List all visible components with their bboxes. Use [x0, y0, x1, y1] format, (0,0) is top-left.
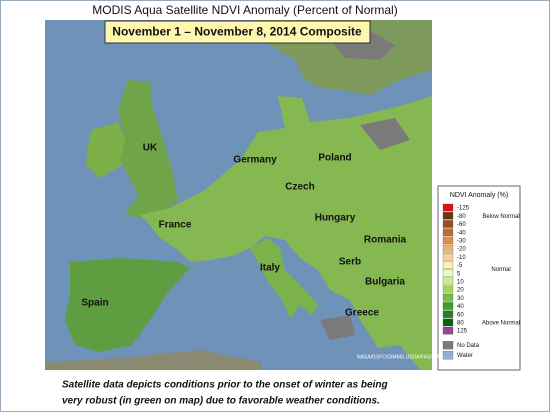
legend-swatch [442, 269, 454, 277]
legend-label: 80 [457, 320, 464, 326]
legend-title: NDVI Anomaly (%) [450, 192, 508, 199]
legend-label: -40 [457, 230, 466, 236]
great-britain [118, 80, 178, 218]
country-label: France [159, 220, 192, 231]
legend-label: -60 [457, 222, 466, 228]
legend-group: Normal [491, 267, 510, 273]
country-label: Greece [345, 308, 379, 319]
country-label: Bulgaria [365, 277, 405, 288]
legend-swatch [442, 261, 454, 269]
legend-swatch [442, 228, 454, 236]
legend-label: -125 [457, 206, 470, 212]
legend-swatch [442, 318, 454, 327]
legend-swatch [442, 236, 454, 245]
legend-label: Water [457, 353, 473, 359]
credit: NASA/GSFC/GIMMS USDA/FAS/IPAD [357, 354, 443, 360]
legend-swatch [442, 294, 454, 302]
continent [140, 96, 432, 370]
country-label: Italy [260, 263, 280, 274]
legend-swatch [442, 212, 454, 220]
caption-line: Satellite data depicts conditions prior … [62, 380, 388, 391]
legend-swatch [442, 277, 454, 286]
legend-label: 40 [457, 304, 464, 310]
legend-label: 30 [457, 296, 464, 302]
legend-swatch [442, 244, 454, 253]
country-label: Czech [285, 182, 314, 193]
title: MODIS Aqua Satellite NDVI Anomaly (Perce… [92, 3, 397, 17]
country-label: Romania [364, 235, 407, 246]
caption-line: very robust (in green on map) due to fav… [62, 396, 380, 407]
legend-label: 60 [457, 312, 464, 318]
legend-swatch [442, 203, 454, 212]
legend-label: -10 [457, 255, 466, 261]
africa [45, 350, 262, 370]
legend-label: No Data [457, 343, 480, 349]
country-label: Spain [81, 298, 108, 309]
legend-group: Above Normal [482, 320, 520, 326]
country-label: UK [143, 143, 158, 154]
legend-swatch [442, 220, 454, 228]
legend-label: -20 [457, 247, 466, 253]
legend-swatch [442, 285, 454, 294]
legend-label: 20 [457, 288, 464, 294]
legend-swatch [442, 302, 454, 310]
legend-label: -5 [457, 263, 463, 269]
legend-swatch [442, 341, 454, 350]
legend-swatch [442, 326, 454, 335]
subtitle-box [104, 20, 371, 44]
legend-label: 125 [457, 329, 468, 335]
country-label: Germany [233, 155, 277, 166]
subtitle: November 1 – November 8, 2014 Composite [112, 25, 362, 39]
no-data-patch [320, 315, 355, 340]
legend-swatch [442, 253, 454, 261]
no-data-patch [360, 118, 410, 150]
legend-swatch [442, 310, 454, 318]
map [45, 20, 432, 370]
country-label: Serb [339, 257, 361, 268]
legend-swatch [442, 351, 454, 360]
ireland [86, 122, 126, 178]
legend-label: 5 [457, 271, 461, 277]
iberia [65, 258, 190, 352]
legend-label: -80 [457, 214, 466, 220]
legend-label: 10 [457, 279, 464, 285]
legend-label: -30 [457, 238, 466, 244]
country-label: Poland [318, 153, 351, 164]
country-label: Hungary [315, 213, 356, 224]
italy [250, 238, 318, 318]
legend-group: Below Normal [482, 214, 519, 220]
